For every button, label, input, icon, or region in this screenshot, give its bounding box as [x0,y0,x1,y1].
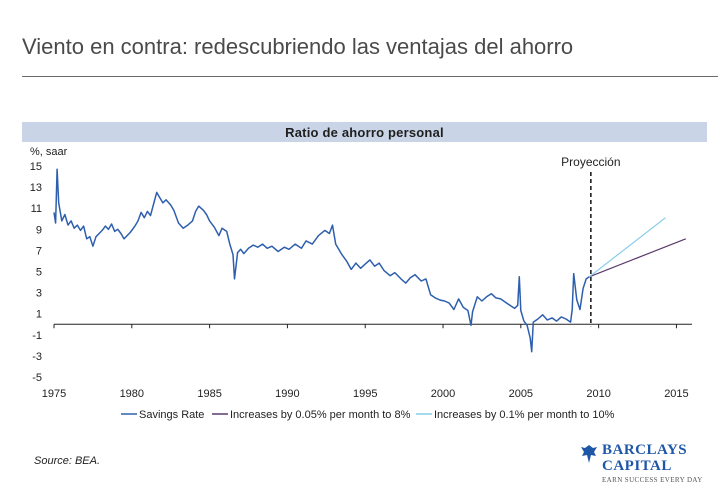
y-tick-label: -1 [32,330,42,342]
series-line-proj1 [589,238,687,278]
x-tick-label: 1990 [275,388,299,400]
y-tick-label: 5 [36,267,42,279]
y-tick-label: 3 [36,288,42,300]
legend-label-proj1: Increases by 0.05% per month to 8% [230,409,411,421]
y-tick-label: 15 [30,161,42,173]
x-tick-label: 1975 [42,388,66,400]
y-tick-label: 1 [36,309,42,321]
y-tick-label: -3 [32,351,42,363]
x-tick-label: 2005 [509,388,533,400]
legend: Savings Rate Increases by 0.05% per month… [121,409,615,421]
x-tick-label: 1995 [353,388,377,400]
logo-line1: BARCLAYS [602,442,688,458]
y-axis-label: %, saar [30,146,68,158]
logo-tagline: EARN SUCCESS EVERY DAY [602,476,703,484]
y-tick-label: 7 [36,245,42,257]
source-note: Source: BEA. [34,455,101,467]
legend-label-savings: Savings Rate [139,409,204,421]
chart-title-banner: Ratio de ahorro personal [22,122,707,142]
logo-line2: CAPITAL [602,458,672,474]
x-tick-label: 2015 [664,388,688,400]
x-tick-label: 2000 [431,388,455,400]
x-tick-label: 1980 [120,388,144,400]
series-line-savings [53,168,590,353]
projection-annotation: Proyección [561,155,620,169]
x-tick-label: 2010 [586,388,610,400]
legend-label-proj2: Increases by 0.1% per month to 10% [434,409,615,421]
slide-title: Viento en contra: redescubriendo las ven… [22,34,574,59]
eagle-icon [581,445,597,463]
y-tick-label: 11 [31,203,42,215]
series-line-proj2 [588,217,666,278]
y-tick-label: 9 [36,224,42,236]
y-tick-label: 13 [30,182,42,194]
barclays-capital-logo: BARCLAYS CAPITAL EARN SUCCESS EVERY DAY [580,440,720,488]
series-layer [53,168,687,353]
x-tick-label: 1985 [197,388,221,400]
title-divider [22,76,718,77]
chart-title: Ratio de ahorro personal [285,125,444,140]
y-tick-label: -5 [32,372,42,384]
